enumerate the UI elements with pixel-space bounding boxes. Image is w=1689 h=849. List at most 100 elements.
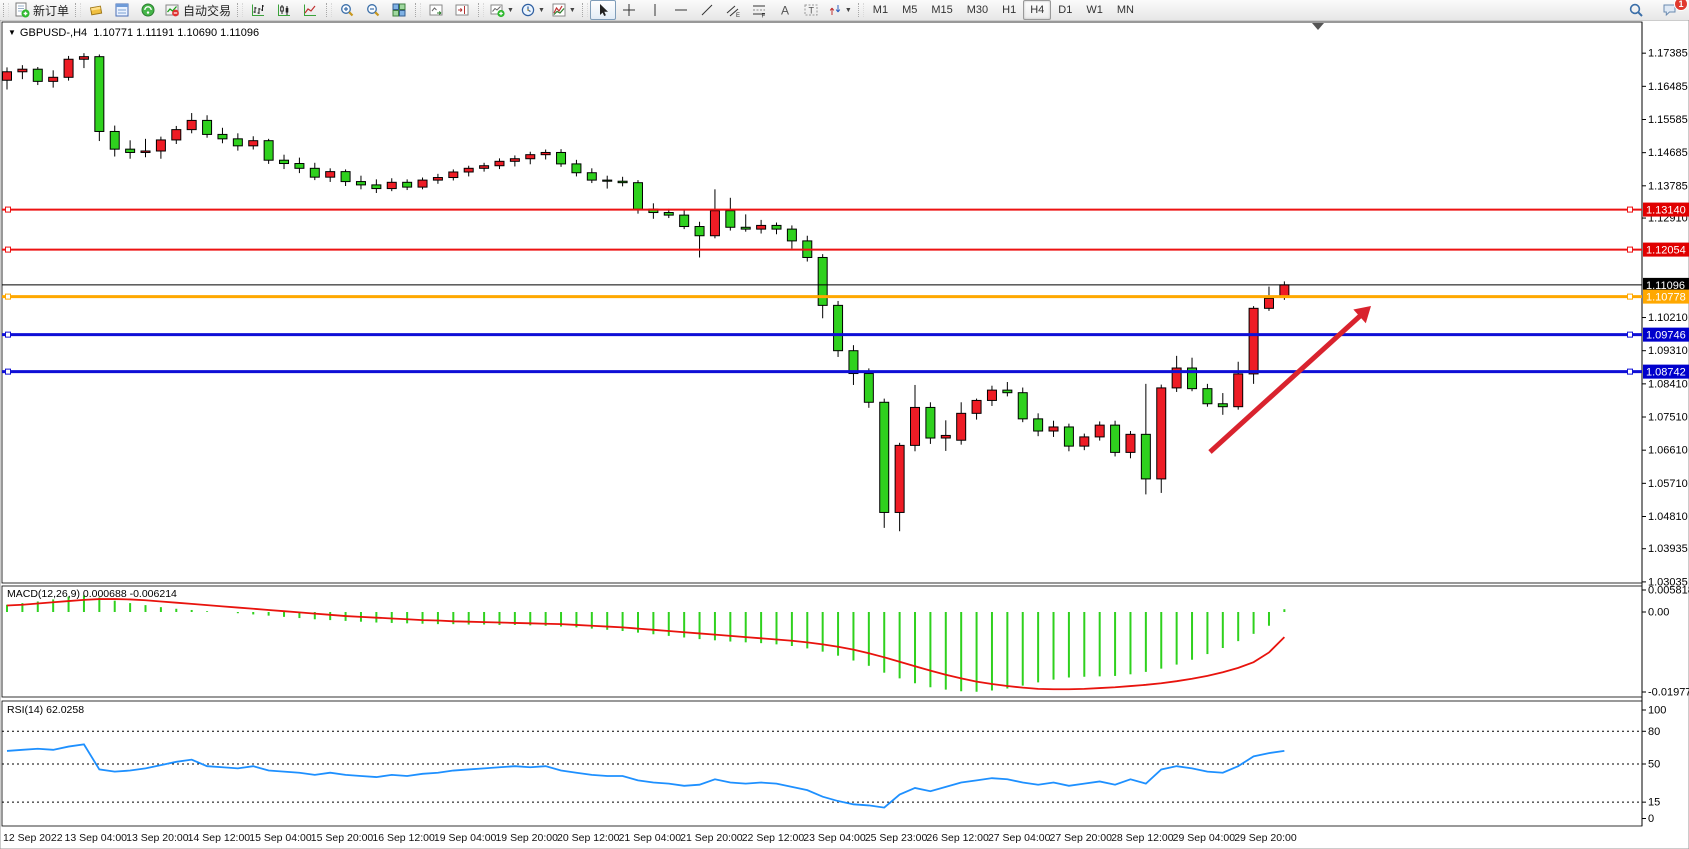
candle (1140, 433, 1151, 480)
timeframe-d1-button[interactable]: D1 (1058, 4, 1073, 16)
time-axis-label: 21 Sep 20:00 (680, 832, 743, 844)
timeframe-w1-button[interactable]: W1 (1086, 4, 1103, 16)
auto-scroll-button[interactable] (423, 0, 449, 20)
indicators-icon (552, 3, 566, 17)
trendline-button[interactable] (694, 0, 720, 20)
timeframe-m1-button[interactable]: M1 (872, 4, 889, 16)
time-axis-label: 13 Sep 04:00 (65, 832, 128, 844)
chevron-down-icon[interactable]: ▼ (507, 6, 514, 14)
chevron-down-icon[interactable]: ▼ (844, 6, 852, 14)
candle (1279, 284, 1290, 298)
vertical-line-button[interactable] (642, 0, 668, 20)
new-order-button[interactable]: 新订单 (11, 0, 72, 20)
toolbar-right: 1 (1615, 0, 1688, 20)
price-badge (1643, 327, 1689, 342)
equidistant-channel-button[interactable]: E (720, 0, 746, 20)
time-axis-label: 23 Sep 04:00 (803, 832, 866, 844)
price-badge-label: 1.12054 (1646, 245, 1686, 257)
navigator-button[interactable] (135, 0, 161, 20)
time-axis-label: 29 Sep 04:00 (1173, 832, 1236, 844)
market-watch-button[interactable] (83, 0, 109, 20)
line-anchor[interactable] (5, 246, 11, 253)
line-anchor[interactable] (1627, 293, 1633, 300)
timeframe-h1-button[interactable]: H1 (1002, 4, 1017, 16)
bar-chart-button[interactable] (245, 0, 271, 20)
y-axis-label: 1.04810 (1648, 511, 1688, 523)
candle (1002, 389, 1013, 394)
candle (894, 444, 905, 513)
macd-panel[interactable] (1, 585, 1643, 698)
y-axis-label: 1.13785 (1648, 180, 1688, 192)
candle (432, 177, 443, 181)
candle (294, 163, 305, 169)
svg-text:T: T (808, 6, 814, 16)
candle (1187, 367, 1198, 390)
price-chart[interactable]: 1.173851.164851.155851.146851.137851.129… (0, 19, 1689, 849)
candle-chart-button[interactable] (271, 0, 297, 20)
data-window-button[interactable] (109, 0, 135, 20)
candle (1048, 426, 1059, 432)
chart-shift-marker[interactable] (1312, 23, 1324, 30)
trend-arrow-annotation[interactable] (1208, 310, 1366, 454)
period-button[interactable]: ▼ (517, 0, 548, 20)
auto-scroll-icon (429, 4, 443, 16)
hline-icon (674, 9, 687, 11)
candle (817, 256, 828, 306)
line-anchor[interactable] (5, 206, 11, 213)
timeframe-m5-button[interactable]: M5 (902, 4, 918, 16)
arrows-tool-button[interactable]: ▼ (824, 0, 855, 20)
candle (833, 304, 844, 352)
indicators-button[interactable]: ▼ (548, 0, 579, 20)
line-anchor[interactable] (1627, 206, 1633, 213)
candle (279, 159, 290, 165)
auto-trading-button[interactable]: 自动交易 (161, 0, 234, 20)
timeframe-h4-button[interactable]: H4 (1023, 0, 1052, 20)
zoom-out-icon (367, 4, 380, 17)
line-anchor[interactable] (1627, 368, 1633, 375)
chart-window[interactable]: 1.17385 1.16485 1.15585 1.14685 1.13785 1.129… (0, 19, 1689, 849)
fibonacci-button[interactable]: F (746, 0, 772, 20)
candle (232, 138, 243, 147)
candle (663, 212, 674, 216)
time-axis-label: 12 Sep 2022 (3, 832, 63, 844)
price-badge (1643, 242, 1689, 257)
cursor-button[interactable] (589, 0, 616, 20)
crosshair-button[interactable] (616, 0, 642, 20)
y-axis-label: 1.03935 (1648, 543, 1688, 555)
timeframe-m30-button[interactable]: M30 (966, 4, 989, 16)
time-axis-label: 28 Sep 12:00 (1111, 832, 1174, 844)
line-anchor[interactable] (5, 331, 11, 338)
new-chart-button[interactable]: ▼ (486, 0, 517, 20)
line-anchor[interactable] (1627, 246, 1633, 253)
line-anchor[interactable] (5, 368, 11, 375)
line-anchor[interactable] (1627, 331, 1633, 338)
time-axis-label: 13 Sep 20:00 (126, 832, 189, 844)
chevron-down-icon[interactable]: ▼ (537, 6, 545, 14)
horizontal-line-button[interactable] (668, 0, 694, 20)
zoom-in-button[interactable] (334, 0, 360, 20)
candle (1171, 367, 1182, 389)
candle (679, 214, 690, 228)
chart-shift-button[interactable] (449, 0, 475, 20)
y-axis-label: 1.10210 (1648, 312, 1688, 324)
timeframe-mn-button[interactable]: MN (1116, 4, 1134, 16)
price-badge (1643, 364, 1689, 379)
timeframe-m15-button[interactable]: M15 (931, 4, 953, 16)
chevron-down-icon[interactable]: ▼ (568, 6, 576, 14)
text-button[interactable]: A (772, 0, 798, 20)
candle (463, 167, 474, 173)
rsi-line (6, 743, 1285, 809)
notifications-button[interactable]: 1 (1657, 0, 1688, 20)
chevron-down-icon[interactable]: ▼ (8, 28, 16, 37)
zoom-out-button[interactable] (360, 0, 386, 20)
line-chart-button[interactable] (297, 0, 323, 20)
candle (386, 181, 397, 190)
auto-trading-label: 自动交易 (183, 3, 232, 18)
candle (494, 160, 505, 167)
line-anchor[interactable] (5, 293, 11, 300)
tile-windows-button[interactable] (386, 0, 412, 20)
candle (940, 434, 951, 439)
trendline-icon (701, 4, 713, 16)
search-button[interactable] (1623, 0, 1649, 20)
text-label-button[interactable]: T (798, 0, 824, 20)
